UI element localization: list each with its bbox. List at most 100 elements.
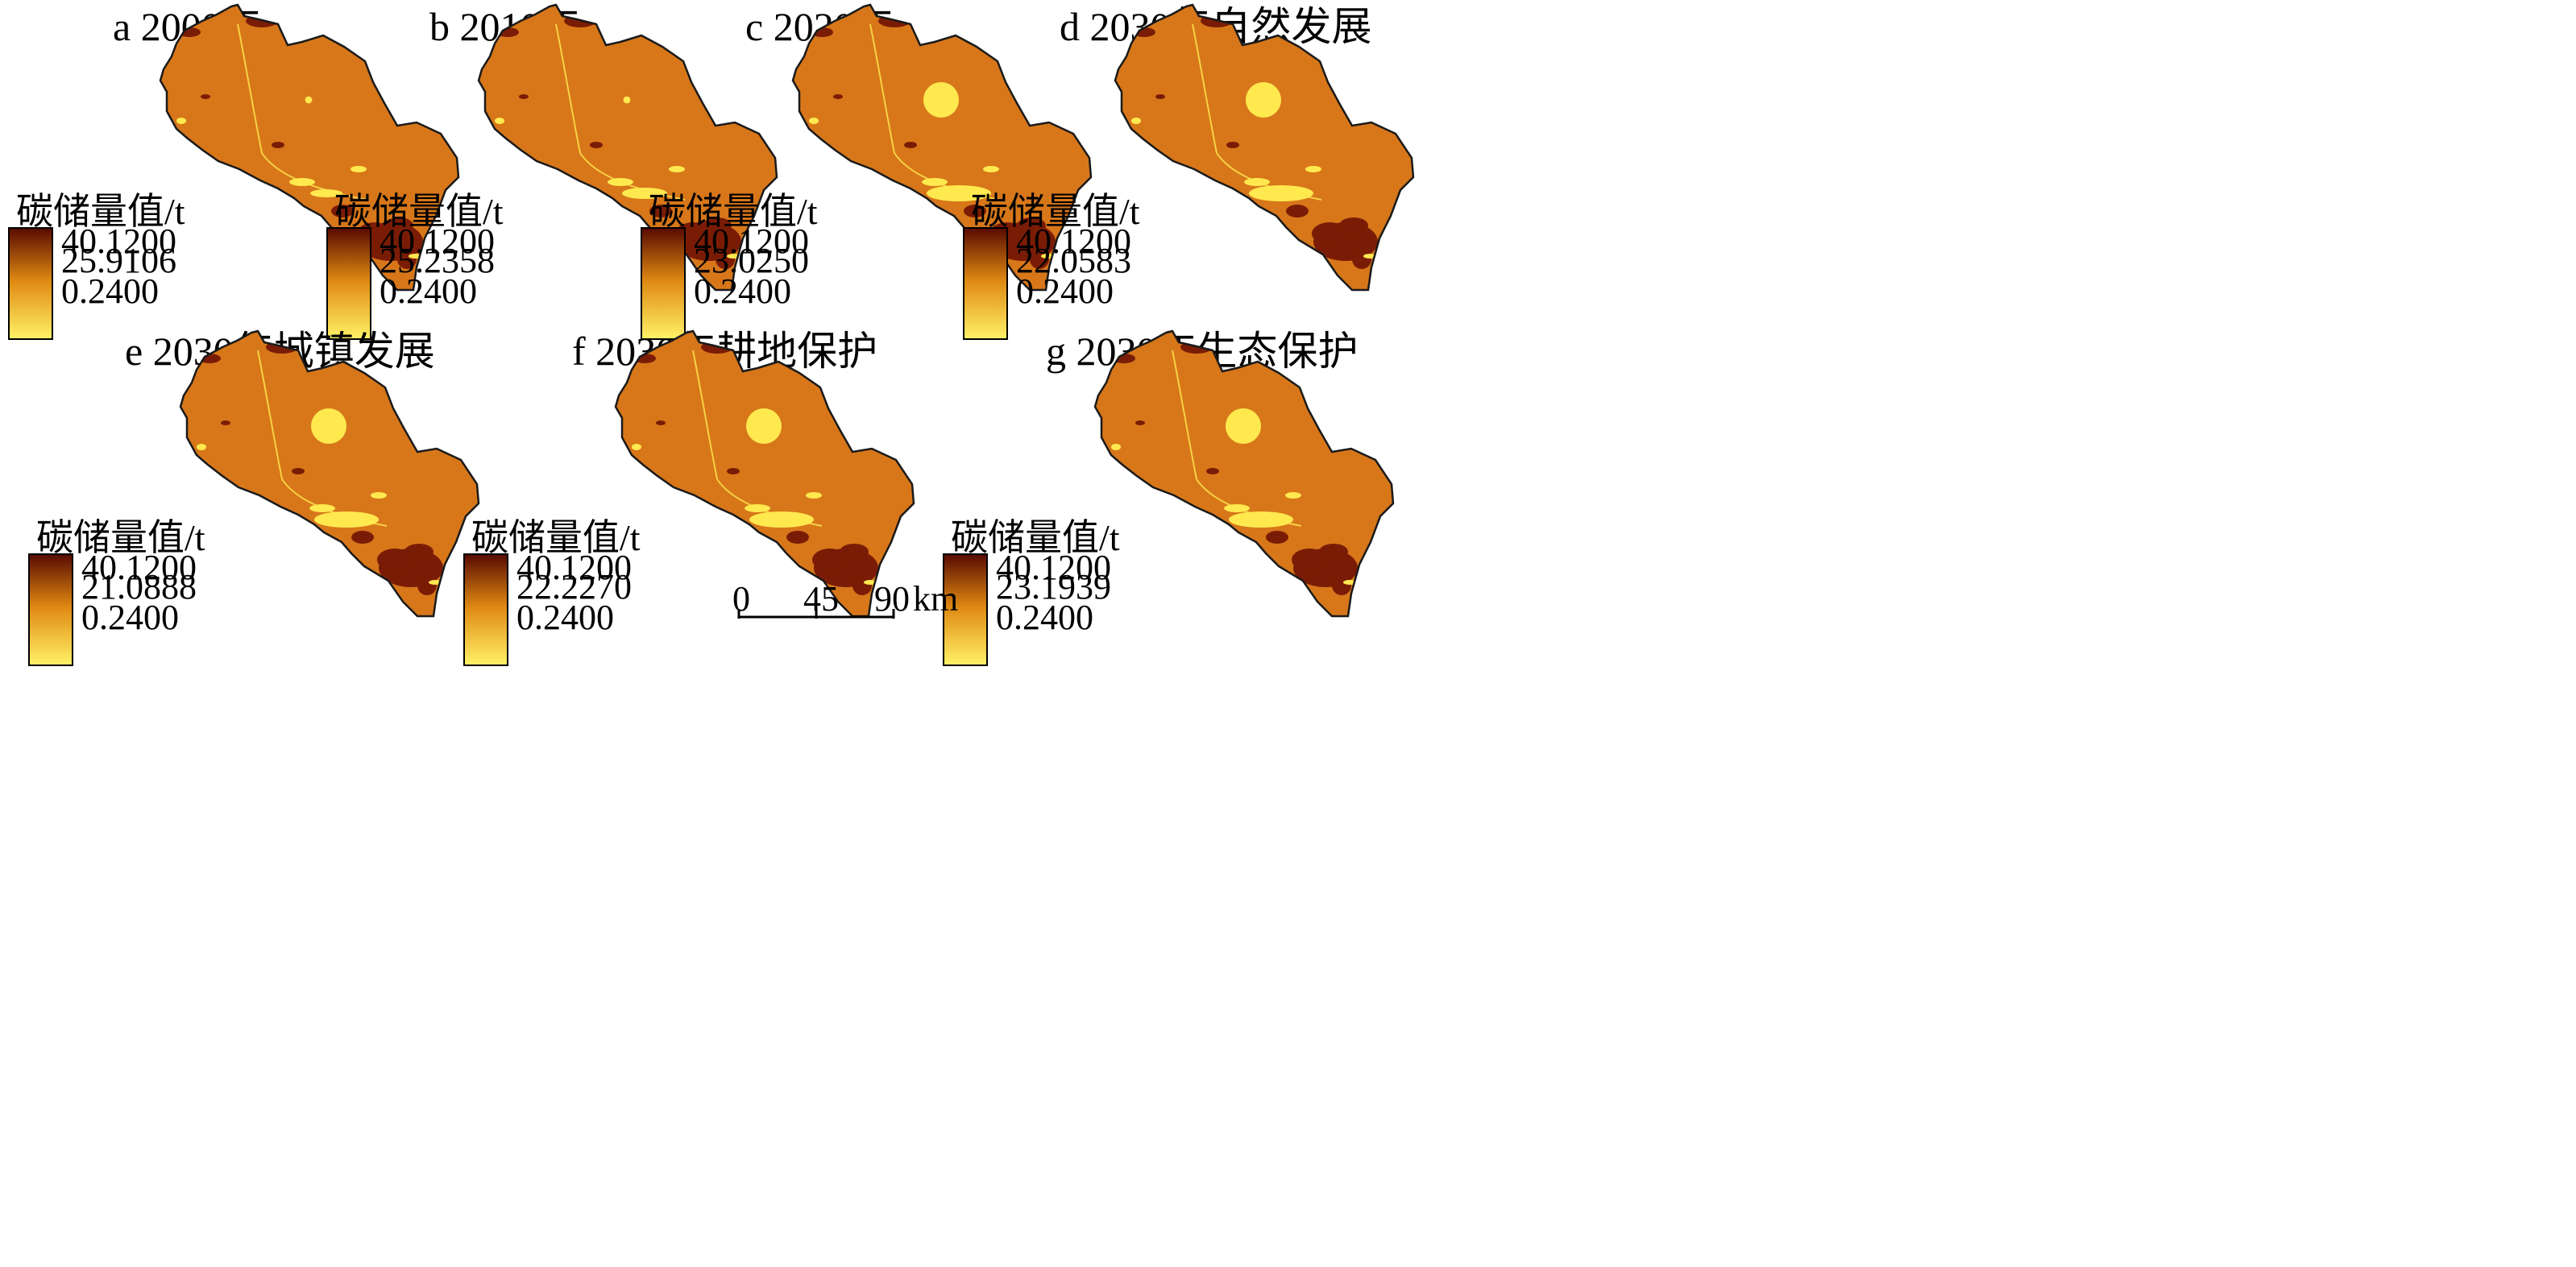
legend-min-value: 0.2400: [1016, 271, 1114, 311]
legend-mid-value: 22.2270: [516, 567, 632, 607]
legend-title: 碳储量值/t: [36, 517, 205, 558]
scale-bar-line: [737, 609, 895, 619]
scale-bar: 0 45 90 km: [729, 579, 958, 630]
high-carbon-patch: [377, 549, 413, 571]
high-carbon-patch: [840, 544, 869, 560]
high-carbon-patch: [1206, 468, 1219, 474]
low-carbon-patch: [305, 96, 313, 104]
high-carbon-patch: [1312, 222, 1347, 245]
scale-tick-label: 90: [874, 579, 910, 619]
low-carbon-patch: [1343, 580, 1356, 585]
high-carbon-patch: [417, 576, 437, 595]
high-carbon-patch: [727, 468, 740, 474]
low-carbon-patch: [1246, 82, 1281, 118]
carbon-storage-map: [179, 329, 480, 618]
region-fill: [160, 5, 458, 290]
carbon-storage-map: [614, 329, 915, 618]
carbon-storage-map: [1093, 329, 1395, 618]
region-fill: [479, 5, 777, 290]
river-line: [237, 23, 367, 201]
low-carbon-patch: [727, 254, 740, 259]
low-carbon-patch: [1249, 185, 1313, 201]
low-carbon-patch: [1111, 444, 1121, 450]
low-carbon-patch: [864, 580, 877, 585]
low-carbon-patch: [351, 166, 367, 172]
river-line: [692, 350, 823, 527]
low-carbon-patch: [632, 444, 641, 450]
high-carbon-patch: [656, 420, 666, 425]
low-carbon-patch: [409, 254, 421, 259]
low-carbon-patch: [310, 189, 342, 197]
legend-mid-value: 21.0888: [81, 567, 197, 607]
scale-unit: km: [913, 579, 959, 619]
low-carbon-patch: [495, 118, 504, 124]
low-carbon-patch: [623, 96, 631, 104]
high-carbon-patch: [221, 420, 230, 425]
low-carbon-patch: [176, 118, 186, 124]
high-carbon-patch: [404, 544, 433, 560]
carbon-storage-map: [477, 3, 778, 292]
low-carbon-patch: [1131, 118, 1141, 124]
legend-min-value: 0.2400: [380, 271, 477, 311]
high-carbon-patch: [1286, 205, 1309, 217]
low-carbon-patch: [1229, 511, 1293, 528]
legend-max-value: 40.1200: [1016, 222, 1131, 261]
high-carbon-patch: [331, 205, 354, 217]
low-carbon-patch: [197, 444, 206, 450]
legend-title: 碳储量值/t: [649, 191, 818, 232]
legend-color-ramp: [8, 227, 53, 340]
low-carbon-patch: [1363, 254, 1376, 259]
legend-max-value: 40.1200: [996, 548, 1111, 587]
high-carbon-patch: [272, 142, 284, 148]
region-fill: [793, 5, 1091, 290]
region-boundary: [159, 3, 460, 292]
legend-mid-value: 25.2358: [380, 241, 495, 280]
high-carbon-patch: [786, 531, 809, 544]
high-carbon-patch: [1352, 250, 1371, 269]
high-carbon-patch: [1266, 531, 1288, 544]
river-line: [257, 350, 388, 527]
high-carbon-patch: [1332, 576, 1351, 595]
high-carbon-patch: [384, 217, 413, 234]
high-carbon-patch: [964, 205, 986, 217]
region-boundary: [614, 329, 915, 618]
legend-mid-value: 22.0583: [1016, 241, 1131, 280]
low-carbon-patch: [429, 580, 442, 585]
legend-title: 碳储量值/t: [951, 517, 1120, 558]
legend-color-ramp: [963, 227, 1008, 340]
legend-color-ramp: [463, 553, 508, 666]
legend-title: 碳储量值/t: [471, 517, 641, 558]
legend-mid-value: 23.1939: [996, 567, 1111, 607]
legend-color-ramp: [326, 227, 371, 340]
low-carbon-patch: [314, 511, 379, 528]
region-fill: [1095, 331, 1393, 616]
legend-max-value: 40.1200: [380, 222, 495, 261]
high-carbon-patch: [590, 142, 603, 148]
high-carbon-patch: [812, 549, 848, 571]
high-carbon-patch: [1226, 142, 1239, 148]
region-boundary: [1114, 3, 1415, 292]
low-carbon-patch: [806, 492, 822, 499]
carbon-storage-map: [1114, 3, 1415, 292]
low-carbon-patch: [1305, 166, 1321, 172]
high-carbon-patch: [1339, 217, 1368, 234]
scale-tick-label: 45: [803, 579, 839, 619]
legend-min-value: 0.2400: [61, 271, 159, 311]
region-fill: [616, 331, 914, 616]
high-carbon-patch: [1155, 94, 1165, 99]
low-carbon-patch: [983, 166, 999, 172]
low-carbon-patch: [1285, 492, 1301, 499]
legend-min-value: 0.2400: [996, 598, 1093, 637]
high-carbon-patch: [1319, 544, 1348, 560]
high-carbon-patch: [1135, 420, 1145, 425]
legend-mid-value: 23.0250: [694, 241, 809, 280]
river-line: [869, 23, 1000, 201]
high-carbon-patch: [351, 531, 374, 544]
legend-mid-value: 25.9106: [61, 241, 176, 280]
region-boundary: [791, 3, 1093, 292]
legend-min-value: 0.2400: [694, 271, 791, 311]
low-carbon-patch: [669, 166, 685, 172]
region-fill: [180, 331, 479, 616]
legend-title: 碳储量值/t: [334, 191, 504, 232]
low-carbon-patch: [746, 408, 782, 444]
